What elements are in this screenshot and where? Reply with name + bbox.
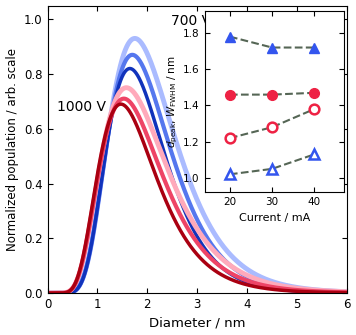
Y-axis label: Normalized population / arb. scale: Normalized population / arb. scale xyxy=(6,48,19,251)
X-axis label: Diameter / nm: Diameter / nm xyxy=(149,317,245,329)
Text: 700 V: 700 V xyxy=(171,14,211,28)
Text: 1000 V: 1000 V xyxy=(57,100,106,115)
